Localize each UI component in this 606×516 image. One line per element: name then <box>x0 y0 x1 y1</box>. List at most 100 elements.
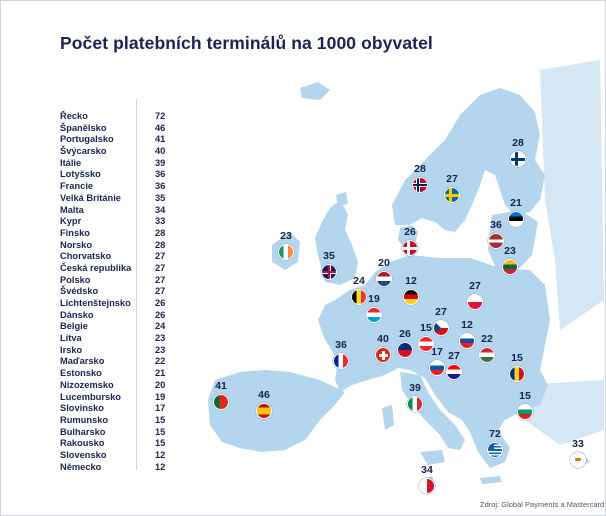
marker-value: 26 <box>399 328 411 340</box>
ranking-row: Malta 34 <box>60 205 168 217</box>
map-marker-bulgaria: 15 <box>510 390 540 420</box>
country-value: 22 <box>155 356 166 367</box>
country-name: Maďarsko <box>60 356 105 367</box>
marker-value: 40 <box>377 333 389 345</box>
norway-flag-icon <box>412 177 428 193</box>
map-marker-switzerland: 40 <box>368 333 398 363</box>
ranking-row: Slovensko 12 <box>60 450 168 462</box>
italy-flag-icon <box>407 396 423 412</box>
map-marker-cyprus: 33 <box>563 438 593 468</box>
country-name: Lichtenštejnsko <box>60 298 131 308</box>
ranking-row: Švédsko 27 <box>60 286 168 298</box>
country-name: Norsko <box>60 239 93 250</box>
country-name: Švýcarsko <box>60 146 107 157</box>
country-name: Rakousko <box>60 438 105 449</box>
map-marker-france: 36 <box>326 339 356 369</box>
country-name: Slovinsko <box>60 403 104 414</box>
marker-value: 28 <box>414 163 426 175</box>
country-name: Malta <box>60 204 84 215</box>
ranking-row: Dánsko 26 <box>60 310 168 322</box>
estonia-flag-icon <box>508 211 524 227</box>
marker-value: 15 <box>420 322 432 334</box>
ranking-row: Bulharsko 15 <box>60 427 168 439</box>
country-value: 27 <box>155 251 166 262</box>
liechtenstein-flag-icon <box>397 342 413 358</box>
country-value: 15 <box>155 438 166 449</box>
country-value: 19 <box>155 391 166 402</box>
country-value: 46 <box>155 122 166 133</box>
country-value: 41 <box>155 134 166 145</box>
denmark-flag-icon <box>402 240 418 256</box>
ranking-row: Lucembursko 19 <box>60 392 168 404</box>
country-value: 21 <box>155 368 166 379</box>
country-value: 15 <box>155 414 166 425</box>
belgium-flag-icon <box>351 289 367 305</box>
country-name: Německo <box>60 461 102 472</box>
map-marker-germany: 12 <box>396 275 426 305</box>
ranking-row: Belgie 24 <box>60 321 168 333</box>
country-value: 27 <box>155 286 166 297</box>
country-name: Lucembursko <box>60 391 121 402</box>
country-value: 28 <box>155 239 166 250</box>
map-marker-czech-republic: 27 <box>426 306 456 336</box>
ranking-row: Maďarsko 22 <box>60 356 168 368</box>
bulgaria-flag-icon <box>517 404 533 420</box>
ranking-row: Velká Británie 35 <box>60 193 168 205</box>
finland-flag-icon <box>510 151 526 167</box>
marker-value: 35 <box>323 250 335 262</box>
map-marker-estonia: 21 <box>501 197 531 227</box>
map-marker-liechtenstein: 26 <box>390 328 420 358</box>
map-marker-hungary: 22 <box>472 333 502 363</box>
czech-republic-flag-icon <box>433 320 449 336</box>
country-value: 35 <box>155 192 166 203</box>
map-marker-denmark: 26 <box>395 226 425 256</box>
country-name: Rumunsko <box>60 414 109 425</box>
marker-value: 46 <box>258 389 270 401</box>
marker-value: 72 <box>489 428 501 440</box>
ranking-row: Itálie 39 <box>60 158 168 170</box>
switzerland-flag-icon <box>375 347 391 363</box>
marker-value: 12 <box>461 319 473 331</box>
ranking-row: Estonsko 21 <box>60 368 168 380</box>
marker-value: 23 <box>280 230 292 242</box>
ranking-row: Irsko 23 <box>60 345 168 357</box>
ranking-row: Rakousko 15 <box>60 438 168 450</box>
marker-value: 27 <box>469 280 481 292</box>
united-kingdom-flag-icon <box>321 264 337 280</box>
marker-value: 39 <box>409 382 421 394</box>
country-name: Lotyšsko <box>60 169 101 180</box>
country-name: Finsko <box>60 227 90 238</box>
country-value: 20 <box>155 379 166 390</box>
country-name: Polsko <box>60 274 91 285</box>
ranking-row: Česká republika 27 <box>60 263 168 275</box>
country-name: Česká republika <box>60 262 132 273</box>
country-name: Litva <box>60 333 82 344</box>
ranking-row: Lichtenštejnsko 26 <box>60 298 168 310</box>
marker-value: 19 <box>368 293 380 305</box>
marker-value: 27 <box>448 350 460 362</box>
marker-value: 24 <box>353 275 365 287</box>
marker-value: 27 <box>435 306 447 318</box>
country-name: Nizozemsko <box>60 379 114 390</box>
country-value: 26 <box>155 298 166 308</box>
map-marker-ireland: 23 <box>271 230 301 260</box>
ranking-row: Lotyšsko 36 <box>60 169 168 181</box>
ranking-row: Slovinsko 17 <box>60 403 168 415</box>
map-marker-united-kingdom: 35 <box>314 250 344 280</box>
map-marker-luxembourg: 19 <box>359 293 389 323</box>
map-marker-greece: 72 <box>480 428 510 458</box>
hungary-flag-icon <box>479 347 495 363</box>
romania-flag-icon <box>509 366 525 382</box>
germany-flag-icon <box>403 289 419 305</box>
ranking-row: Řecko 72 <box>60 111 168 123</box>
country-value: 15 <box>155 426 166 437</box>
country-name: Francie <box>60 181 94 192</box>
country-name: Itálie <box>60 157 82 168</box>
ranking-row: Nizozemsko 20 <box>60 380 168 392</box>
ranking-row: Portugalsko 41 <box>60 134 168 146</box>
marker-value: 36 <box>335 339 347 351</box>
cyprus-flag-icon <box>570 452 586 468</box>
page-title: Počet platebních terminálů na 1000 obyva… <box>60 33 433 53</box>
marker-value: 22 <box>481 333 493 345</box>
ranking-row: Kypr 33 <box>60 216 168 228</box>
